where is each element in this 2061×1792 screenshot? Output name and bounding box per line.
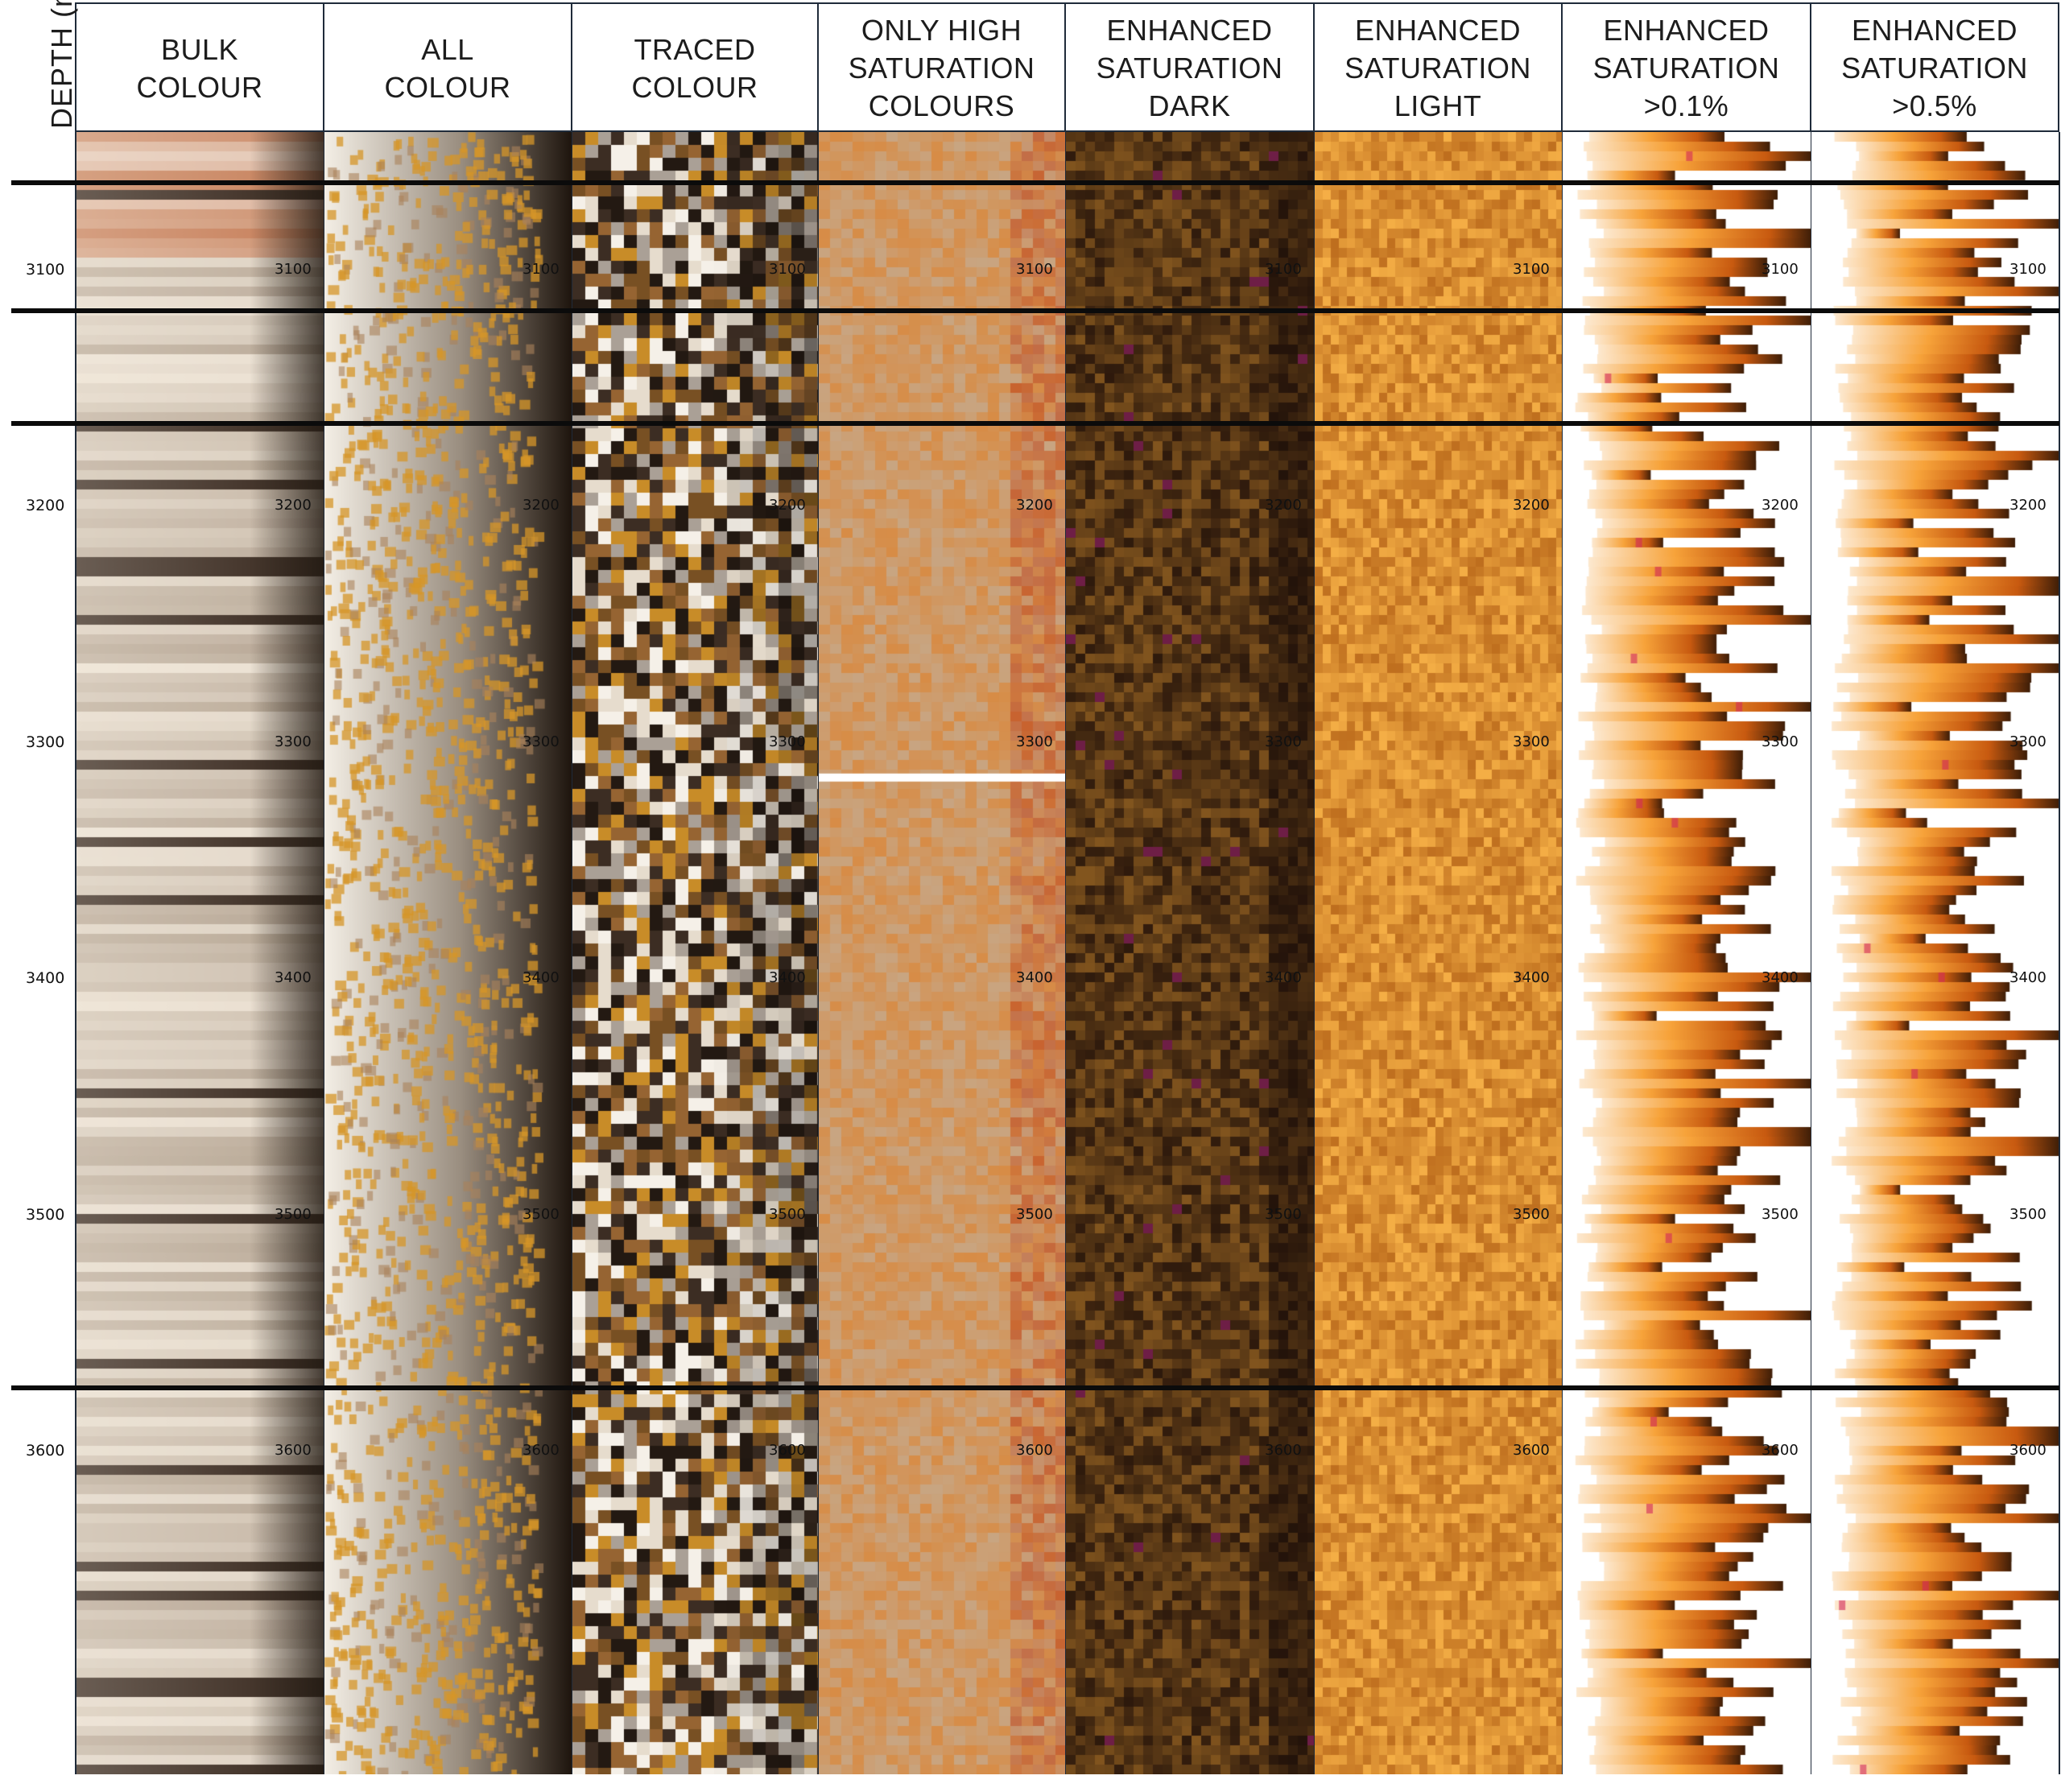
column-tick-label: 3300 bbox=[2009, 733, 2047, 750]
column-header-bulk: BULK COLOUR bbox=[76, 4, 324, 132]
column-texture bbox=[324, 132, 572, 1774]
column-header-dark: ENHANCED SATURATION DARK bbox=[1066, 4, 1315, 132]
depth-tick-label: 3400 bbox=[26, 969, 65, 988]
column-tick-label: 3200 bbox=[275, 497, 312, 514]
column-tick-label: 3500 bbox=[1265, 1205, 1302, 1223]
column-tick-label: 3300 bbox=[1016, 733, 1053, 750]
column-tick-label: 3600 bbox=[2009, 1442, 2047, 1460]
column-tick-label: 3200 bbox=[1513, 497, 1550, 514]
column-header-label: BULK COLOUR bbox=[136, 32, 263, 104]
column-tick-label: 3200 bbox=[769, 497, 806, 514]
column-tick-label: 3500 bbox=[522, 1205, 560, 1223]
column-tick-label: 3100 bbox=[2009, 260, 2047, 278]
column-header-light: ENHANCED SATURATION LIGHT bbox=[1315, 4, 1563, 132]
column-tick-label: 3500 bbox=[769, 1205, 806, 1223]
column-tick-label: 3100 bbox=[1762, 260, 1799, 278]
column-texture bbox=[572, 132, 819, 1774]
column-texture bbox=[76, 132, 324, 1774]
column-header-label: TRACED COLOUR bbox=[631, 32, 758, 104]
column-texture bbox=[1315, 132, 1563, 1774]
column-tick-label: 3300 bbox=[1513, 733, 1550, 750]
column-header-label: ENHANCED SATURATION >0.1% bbox=[1592, 14, 1780, 122]
column-texture bbox=[1811, 132, 2059, 1774]
column-tick-label: 3500 bbox=[1762, 1205, 1799, 1223]
column-tick-label: 3300 bbox=[1762, 733, 1799, 750]
log-column-sat05 bbox=[1811, 132, 2059, 1774]
depth-tick-label: 3500 bbox=[26, 1205, 65, 1224]
log-column-high bbox=[819, 132, 1066, 1774]
column-header-label: ONLY HIGH SATURATION COLOURS bbox=[848, 14, 1035, 122]
column-tick-label: 3600 bbox=[1513, 1442, 1550, 1460]
column-tick-label: 3500 bbox=[275, 1205, 312, 1223]
depth-tick-label: 3100 bbox=[26, 260, 65, 279]
column-tick-label: 3400 bbox=[1513, 969, 1550, 987]
column-tick-label: 3200 bbox=[522, 497, 560, 514]
zone-boundary-line bbox=[11, 308, 2059, 313]
column-tick-label: 3300 bbox=[275, 733, 312, 750]
column-tick-label: 3100 bbox=[522, 260, 560, 278]
column-tick-label: 3400 bbox=[522, 969, 560, 987]
column-header-label: ALL COLOUR bbox=[384, 32, 511, 104]
column-divider bbox=[2059, 132, 2060, 1774]
zone-boundary-line bbox=[11, 180, 2059, 186]
column-tick-label: 3400 bbox=[1762, 969, 1799, 987]
column-tick-label: 3100 bbox=[1513, 260, 1550, 278]
column-header-sat05: ENHANCED SATURATION >0.5% bbox=[1811, 4, 2059, 132]
column-header-traced: TRACED COLOUR bbox=[572, 4, 819, 132]
column-tick-label: 3100 bbox=[275, 260, 312, 278]
column-tick-label: 3600 bbox=[769, 1442, 806, 1460]
column-tick-label: 3500 bbox=[1016, 1205, 1053, 1223]
column-header-label: ENHANCED SATURATION LIGHT bbox=[1344, 14, 1531, 122]
depth-tick-label: 3300 bbox=[26, 733, 65, 751]
column-tick-label: 3600 bbox=[1016, 1442, 1053, 1460]
column-tick-label: 3300 bbox=[1265, 733, 1302, 750]
log-column-traced bbox=[572, 132, 819, 1774]
depth-tick-label: 3200 bbox=[26, 497, 65, 515]
column-tick-label: 3600 bbox=[522, 1442, 560, 1460]
column-header-sat01: ENHANCED SATURATION >0.1% bbox=[1563, 4, 1811, 132]
column-tick-label: 3400 bbox=[1016, 969, 1053, 987]
log-column-sat01 bbox=[1563, 132, 1811, 1774]
column-tick-label: 3100 bbox=[769, 260, 806, 278]
column-texture bbox=[819, 132, 1066, 1774]
column-tick-label: 3400 bbox=[2009, 969, 2047, 987]
log-column-dark bbox=[1066, 132, 1315, 1774]
column-tick-label: 3500 bbox=[2009, 1205, 2047, 1223]
column-header-label: ENHANCED SATURATION DARK bbox=[1096, 14, 1283, 122]
column-tick-label: 3200 bbox=[1762, 497, 1799, 514]
zone-boundary-line bbox=[11, 1385, 2059, 1390]
column-tick-label: 3600 bbox=[1762, 1442, 1799, 1460]
depth-axis-line bbox=[75, 132, 76, 1774]
column-tick-label: 3600 bbox=[1265, 1442, 1302, 1460]
column-texture bbox=[1066, 132, 1315, 1774]
column-header-label: ENHANCED SATURATION >0.5% bbox=[1841, 14, 2028, 122]
column-tick-label: 3200 bbox=[1016, 497, 1053, 514]
column-header-all: ALL COLOUR bbox=[324, 4, 572, 132]
column-tick-label: 3200 bbox=[2009, 497, 2047, 514]
column-tick-label: 3100 bbox=[1265, 260, 1302, 278]
zone-boundary-line bbox=[11, 421, 2059, 427]
log-column-bulk bbox=[76, 132, 324, 1774]
column-tick-label: 3200 bbox=[1265, 497, 1302, 514]
log-column-light bbox=[1315, 132, 1563, 1774]
log-column-all bbox=[324, 132, 572, 1774]
column-tick-label: 3400 bbox=[769, 969, 806, 987]
depth-axis-title: DEPTH (m) bbox=[45, 0, 78, 129]
column-tick-label: 3400 bbox=[275, 969, 312, 987]
depth-tick-label: 3600 bbox=[26, 1442, 65, 1460]
column-tick-label: 3400 bbox=[1265, 969, 1302, 987]
column-tick-label: 3500 bbox=[1513, 1205, 1550, 1223]
column-tick-label: 3100 bbox=[1016, 260, 1053, 278]
column-tick-label: 3600 bbox=[275, 1442, 312, 1460]
column-texture bbox=[1563, 132, 1811, 1774]
column-tick-label: 3300 bbox=[769, 733, 806, 750]
column-header-high: ONLY HIGH SATURATION COLOURS bbox=[819, 4, 1066, 132]
column-tick-label: 3300 bbox=[522, 733, 560, 750]
